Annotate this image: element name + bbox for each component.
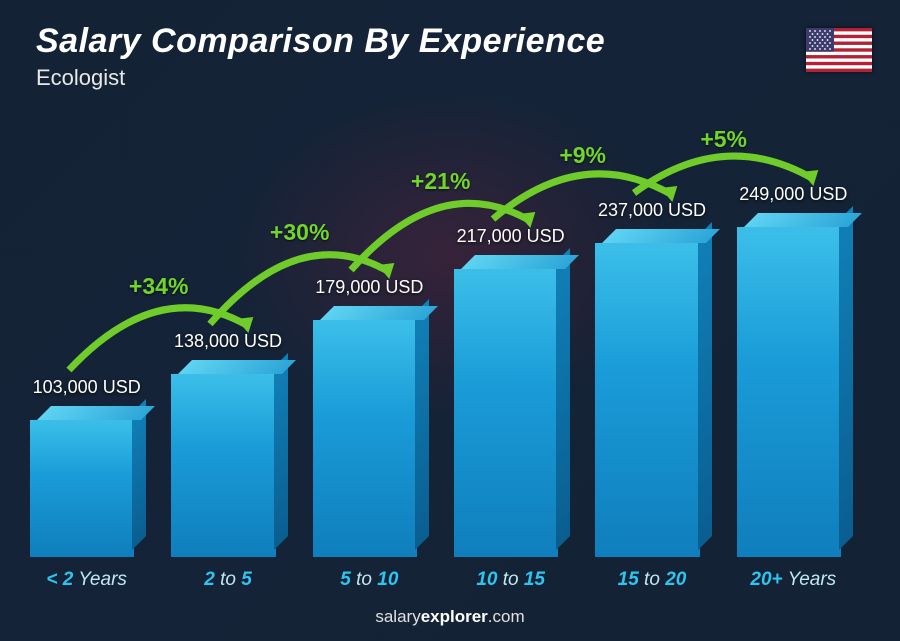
bar-side	[415, 299, 429, 550]
bar-front	[737, 227, 841, 557]
footer-domain: salary	[375, 607, 420, 626]
pct-increase-label: +34%	[129, 273, 188, 299]
bar-top	[744, 213, 862, 227]
bar: 237,000 USD15 to 20	[595, 243, 708, 557]
bar-top	[320, 306, 438, 320]
bar: 249,000 USD20+ Years	[737, 227, 850, 557]
increase-arc: +9%	[463, 123, 702, 239]
bar: 103,000 USD< 2 Years	[30, 420, 143, 557]
footer-credit: salaryexplorer.com	[0, 607, 900, 627]
bar-value-label: 217,000 USD	[420, 226, 601, 247]
bar-top	[37, 406, 155, 420]
bar-3d	[313, 320, 426, 557]
bar-value-label: 249,000 USD	[703, 184, 884, 205]
pct-increase-label: +5%	[700, 126, 747, 152]
bar-front	[313, 320, 417, 557]
bar-3d	[454, 269, 567, 557]
pct-increase-label: +9%	[559, 142, 606, 168]
bar-front	[595, 243, 699, 557]
pct-increase-label: +21%	[411, 168, 470, 194]
bar-3d	[595, 243, 708, 557]
bar: 217,000 USD10 to 15	[454, 269, 567, 557]
bar-3d	[171, 374, 284, 557]
bar-side	[839, 206, 853, 550]
bar-front	[454, 269, 558, 557]
bar-side	[556, 248, 570, 550]
bar-x-label: 20+ Years	[703, 569, 884, 591]
footer-bold: explorer	[421, 607, 488, 626]
bar-value-label: 138,000 USD	[137, 331, 318, 352]
bar-side	[698, 222, 712, 550]
bar-top	[461, 255, 579, 269]
bar-3d	[737, 227, 850, 557]
chart-header: Salary Comparison By Experience Ecologis…	[36, 22, 605, 91]
bar-value-label: 103,000 USD	[0, 377, 177, 398]
bar-side	[132, 399, 146, 550]
bar-front	[171, 374, 275, 557]
bar-top	[602, 229, 720, 243]
bar-3d	[30, 420, 143, 557]
us-flag-icon	[806, 28, 872, 72]
pct-increase-label: +30%	[270, 219, 329, 245]
bar: 179,000 USD5 to 10	[313, 320, 426, 557]
bar: 138,000 USD2 to 5	[171, 374, 284, 557]
bar-side	[274, 353, 288, 550]
bar-top	[178, 360, 296, 374]
footer-suffix: .com	[488, 607, 525, 626]
bar-chart: 103,000 USD< 2 Years138,000 USD2 to 5 179…	[30, 87, 850, 557]
bar-value-label: 179,000 USD	[279, 277, 460, 298]
chart-title: Salary Comparison By Experience	[36, 22, 605, 61]
bar-front	[30, 420, 134, 557]
